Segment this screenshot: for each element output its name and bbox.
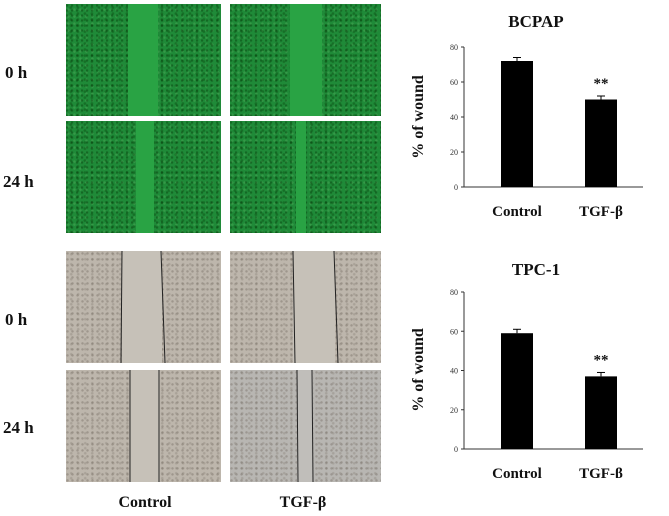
micrograph-tpc1-control-0h	[66, 251, 221, 363]
micrograph-tpc1-control-24h	[66, 370, 221, 482]
micrograph-tpc1-tgfb-0h	[230, 251, 381, 363]
chart-title: TPC-1	[512, 260, 560, 279]
micrograph-bcpap-control-24h	[66, 121, 221, 233]
y-tick-label: 40	[450, 113, 458, 122]
y-tick-label: 80	[450, 288, 458, 297]
column-label-tgfb: TGF-β	[279, 494, 327, 511]
significance-marker: **	[594, 352, 609, 368]
bar-tgf-beta	[585, 99, 617, 187]
error-bar	[513, 328, 521, 334]
y-tick-label: 40	[450, 367, 458, 376]
column-label-control: Control	[118, 494, 172, 511]
row-label-bcpap-0h: 0 h	[5, 63, 28, 82]
y-tick-label: 60	[450, 327, 458, 336]
micrograph-tpc1-tgfb-24h	[230, 370, 381, 482]
significance-marker: **	[594, 76, 609, 92]
row-label-bcpap-24h: 24 h	[3, 172, 34, 191]
y-tick-label: 0	[454, 445, 458, 454]
y-tick-label: 80	[450, 43, 458, 52]
row-label-tpc1-24h: 24 h	[3, 418, 34, 437]
y-axis-label: % of wound	[410, 328, 427, 412]
micrograph-bcpap-tgfb-24h	[230, 121, 381, 233]
row-label-tpc1-0h: 0 h	[5, 310, 28, 329]
micrograph-bcpap-control-0h	[66, 4, 221, 116]
micrograph-bcpap-tgfb-0h	[230, 4, 381, 116]
bar-control	[501, 333, 533, 449]
y-axis-label: % of wound	[410, 75, 427, 159]
y-tick-label: 20	[450, 406, 458, 415]
bar-chart-bcpap: BCPAP % of wound 0 20 40 60 80 ** Control TGF…	[410, 12, 643, 220]
y-tick-label: 20	[450, 148, 458, 157]
bar-control	[501, 61, 533, 187]
error-bar	[597, 371, 605, 377]
y-tick-label: 0	[454, 183, 458, 192]
y-tick-label: 60	[450, 78, 458, 87]
chart-title: BCPAP	[508, 12, 563, 31]
bar-tgf-beta	[585, 376, 617, 449]
x-tick-label: TGF-β	[579, 466, 623, 478]
error-bar	[597, 95, 605, 100]
x-tick-label: Control	[492, 204, 542, 220]
bar-chart-tpc1: TPC-1 % of wound 0 20 40 60 80 ** Control TGF…	[410, 260, 643, 478]
x-tick-label: Control	[492, 466, 542, 478]
x-tick-label: TGF-β	[579, 204, 623, 220]
error-bar	[513, 57, 521, 61]
